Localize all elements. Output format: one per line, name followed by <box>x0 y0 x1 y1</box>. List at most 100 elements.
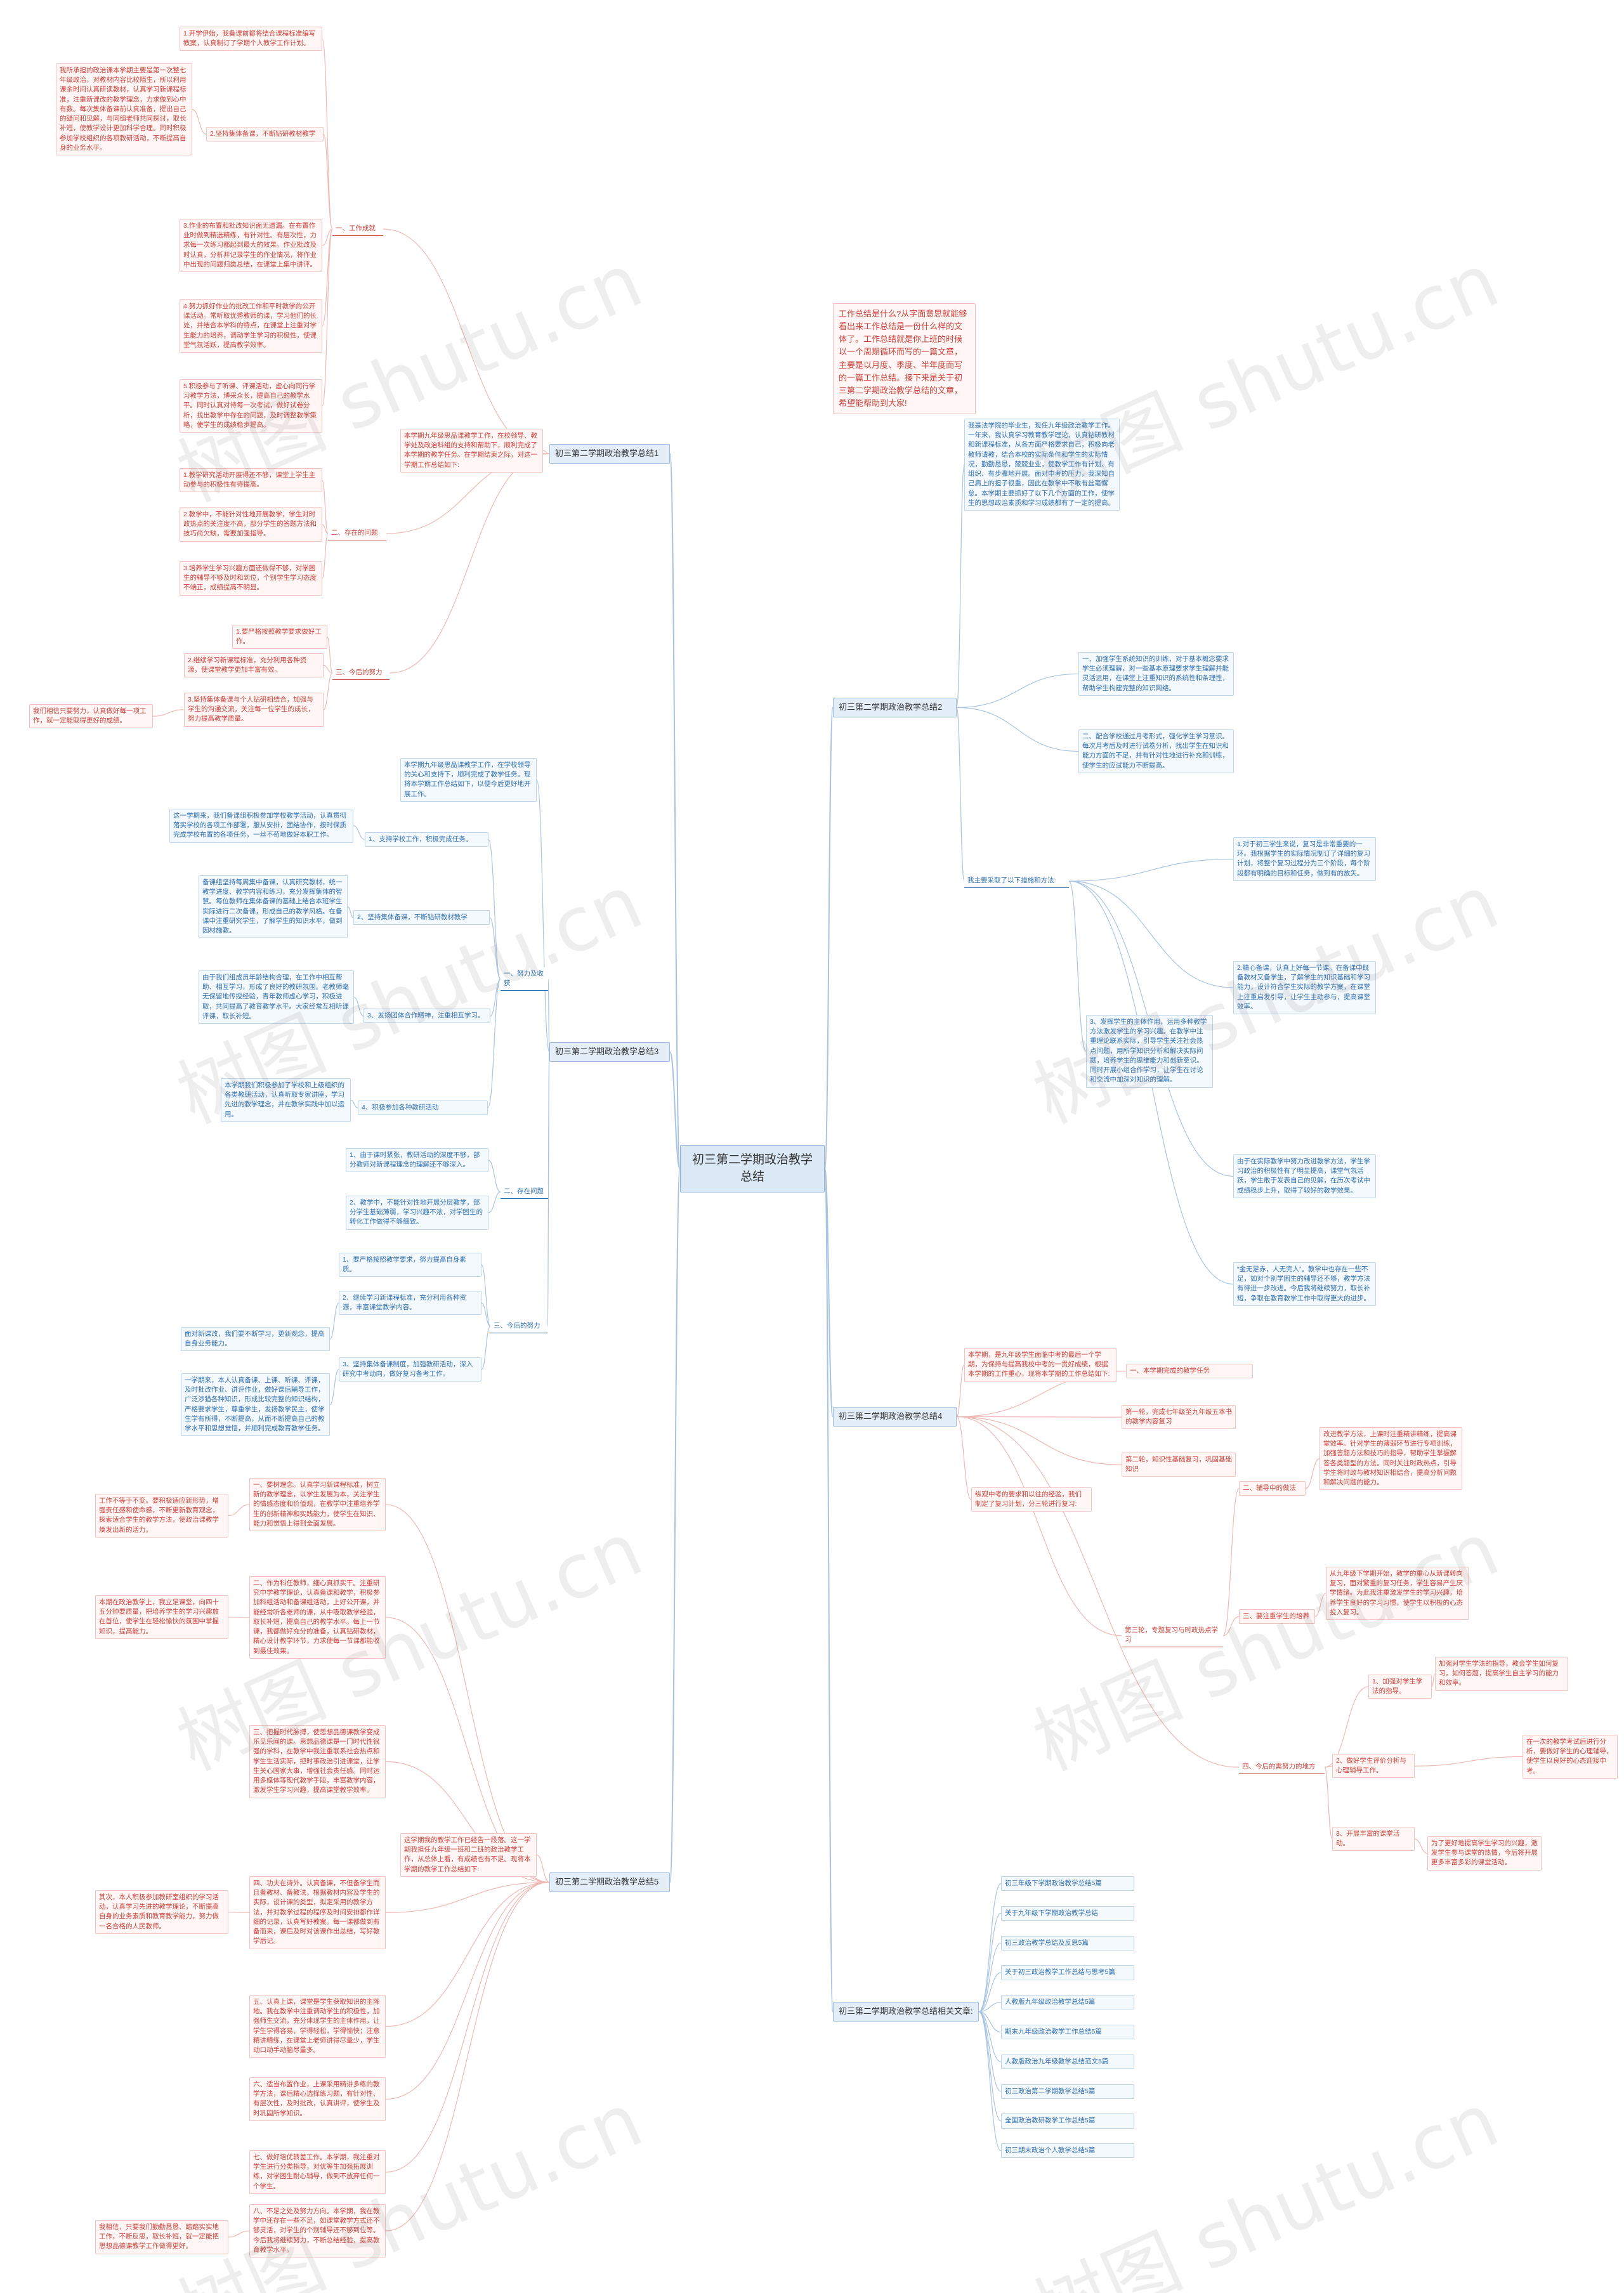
connector <box>1068 880 1087 1052</box>
connector <box>956 1416 972 1500</box>
section-topic: 四、功夫在诗外。认真备课，不但备学生而且备教材、备教法，根据教材内容及学生的实际… <box>249 1876 386 1949</box>
section-topic: 三、今后的努力 <box>490 1319 547 1334</box>
connector <box>824 707 834 1170</box>
connector <box>1222 1488 1240 1636</box>
connector <box>956 464 965 709</box>
section-topic: 第一轮，完成七年级至九年级五本书的教学内容复习 <box>1122 1405 1236 1430</box>
section-topic: 二、存在的问题 <box>328 526 386 541</box>
connector <box>824 1168 834 1418</box>
connector <box>978 1972 1002 2013</box>
connector <box>1324 1765 1333 1768</box>
connector <box>978 2002 1002 2013</box>
branch-topic: 初三第二学期政治教学总结5 <box>549 1872 670 1892</box>
connector <box>322 228 333 246</box>
item-note: 为了更好地提高学生学习的兴趣，激发学生参与课堂的热情，今后将开展更多丰富多彩的课… <box>1427 1836 1542 1871</box>
central-topic: 初三第二学期政治教学总结 <box>680 1145 825 1193</box>
connector <box>824 1168 834 2013</box>
item-topic: 2、做好学生评价分析与心理辅导工作。 <box>1332 1754 1415 1779</box>
connector <box>488 1191 501 1213</box>
branch-note: 我是法学院的毕业生，现任九年级政治教学工作。一年来，我认真学习教育教学理论，认真… <box>964 419 1120 511</box>
item-topic: 5.积极参与了听课、评课活动，虚心向同行学习教学方法，博采众长，提高自己的教学水… <box>180 379 322 433</box>
connector <box>383 228 550 455</box>
section-topic: 二、作为科任教师，细心真抓实干。注重研究中学教学理论，认真备课和教学，积极参加科… <box>249 1576 386 1659</box>
item-topic: 4.努力抓好作业的批改工作和平时教学的公开课活动。常听取优秀教师的课，学习他们的… <box>180 299 322 353</box>
item-topic: 1、由于课时紧张，教研活动的深度不够，部分教师对新课程理念的理解还不够深入。 <box>346 1148 488 1173</box>
connector <box>329 1369 339 1406</box>
connector <box>1324 1686 1369 1768</box>
section-topic: 五、认真上课，课堂是学生获取知识的主阵地。我在教学中注重调动学生的积极性，加强师… <box>249 1995 386 2058</box>
item-topic: 2.教学中，不能针对性地开展教学，学生对时政热点的关注度不高，部分学生的答题方法… <box>180 507 322 542</box>
connector <box>1414 1838 1428 1854</box>
item-topic: 3.培养学生学习兴趣方面还做得不够，对学困生的辅导不够及时和到位，个别学生学习态… <box>180 561 322 596</box>
connector <box>1305 1458 1320 1489</box>
related-article: 关于九年级下学期政治教学总结 <box>1001 1905 1134 1921</box>
connector <box>323 672 333 710</box>
connector <box>536 779 550 1053</box>
related-article: 人教版政治九年级教学总结范文5篇 <box>1001 2054 1134 2070</box>
related-article: 期末九年级政治教学工作总结5篇 <box>1001 2025 1134 2040</box>
connector <box>487 979 501 1109</box>
section-topic: 纵观中考的要求和以往的经验，我们制定了复习计划，分三轮进行复习: <box>971 1487 1092 1512</box>
connector <box>547 1051 550 1327</box>
item-topic: 3、发挥学生的主体作用，运用多种教学方法激发学生的学习兴趣。在教学中注重理论联系… <box>1086 1015 1213 1088</box>
section-note: 工作不等于不变。要积极适应新形势，增强责任感和使命感，不断更新教育观念，探索适合… <box>95 1494 228 1538</box>
connector <box>192 108 207 135</box>
related-article: 关于初三政治教学工作总结与思考5篇 <box>1001 1965 1134 1980</box>
item-note: 由于我们组成员年龄结构合理，在工作中相互帮助、相互学习，形成了良好的教研氛围。老… <box>199 970 354 1024</box>
connector <box>385 1504 550 1883</box>
connector <box>489 917 501 980</box>
branch-topic: 初三第二学期政治教学总结2 <box>833 698 957 717</box>
item-topic: 1.教学研究活动开展得还不够，课堂上学生主动参与的积极性有待提高。 <box>180 468 322 493</box>
connector <box>490 979 501 1017</box>
related-article: 初三期末政治个人教学总结5篇 <box>1001 2143 1134 2159</box>
connector <box>353 825 365 840</box>
connector <box>350 1099 358 1109</box>
section-topic: 三、今后的努力 <box>332 666 390 681</box>
connector <box>228 1504 250 1517</box>
connector <box>1324 1767 1333 1839</box>
connector <box>669 453 681 1170</box>
connector <box>669 1051 681 1170</box>
connector <box>547 979 550 1053</box>
item-note: 这一学期来，我们备课组积极参加学校教学活动，认真贯彻落实学校的各项工作部署，服从… <box>169 809 353 843</box>
branch-note: 这学期我的教学工作已经告一段落。这一学期我担任九年级一班和二班的政治教学工作，从… <box>400 1833 537 1877</box>
item-topic: 二、辅导中的做法 <box>1239 1481 1306 1496</box>
section-topic: 一、努力及收获 <box>501 967 548 991</box>
item-topic: “金无足赤，人无完人”。教学中也存在一些不足，如对个别学困生的辅导还不够，教学方… <box>1233 1262 1376 1306</box>
item-topic: 3、开展丰富的课堂活动。 <box>1332 1827 1415 1852</box>
connector <box>329 1302 339 1340</box>
connector <box>978 2011 1002 2033</box>
connector <box>1068 880 1234 988</box>
section-topic: 八、不足之处及努力方向。本学期，我在教学中还存在一些不足，如课堂教学方式还不够灵… <box>249 2204 386 2258</box>
item-topic: 三、要注重学生的培养 <box>1239 1609 1315 1624</box>
section-topic: 一、加强学生系统知识的训练，对于基本概念要求学生必须理解，对一些基本原理要求学生… <box>1078 652 1234 696</box>
section-topic: 一、本学期完成的教学任务 <box>1126 1364 1253 1379</box>
item-topic: 1.开学伊始，我备课前都将结合课程标准编写教案，认真制订了学期个人教学工作计划。 <box>180 27 322 51</box>
connector <box>322 480 329 534</box>
connector <box>385 1881 550 2173</box>
connector <box>481 1326 491 1370</box>
item-topic: 1、加强对学生学法的指导。 <box>1368 1675 1432 1699</box>
connector <box>385 1881 550 1913</box>
connector <box>322 228 333 407</box>
branch-topic: 初三第二学期政治教学总结1 <box>549 444 670 464</box>
connector <box>152 709 185 717</box>
connector <box>323 665 333 674</box>
connector <box>385 1881 550 2100</box>
section-note: 本期在政治教学上，我立足课堂，向四十五分钟要质量，把培养学生的学习兴趣放在首位，… <box>95 1595 228 1639</box>
connector <box>1068 858 1234 882</box>
connector <box>669 1168 681 1883</box>
item-note: 一学期来，本人认真备课、上课、听课、评课，及时批改作业、讲评作业，做好课后辅导工… <box>181 1373 330 1437</box>
connector <box>956 1364 965 1418</box>
connector <box>327 636 333 674</box>
connector <box>956 673 1079 709</box>
item-note: 本学期我们积极参加了学校和上级组织的各类教研活动，认真听取专家讲座，学习先进的教… <box>221 1078 351 1122</box>
connector <box>389 453 550 674</box>
item-note: 备课组坚持每周集中备课，认真研究教材，统一教学进度、教学内容和练习，充分发挥集体… <box>199 875 348 939</box>
item-topic: 1、要严格按照教学要求，努力提高自身素质。 <box>339 1253 481 1277</box>
connector <box>347 906 354 918</box>
connector <box>956 707 965 882</box>
section-topic: 七、做好培优转差工作。本学期，我注重对学生进行分类指导，对优等生加强拓展训练，对… <box>249 2150 386 2194</box>
section-note: 我相信，只要我们勤勤恳恳、踏踏实实地工作，不断反思，取长补短，就一定能把思想品德… <box>95 2220 228 2254</box>
